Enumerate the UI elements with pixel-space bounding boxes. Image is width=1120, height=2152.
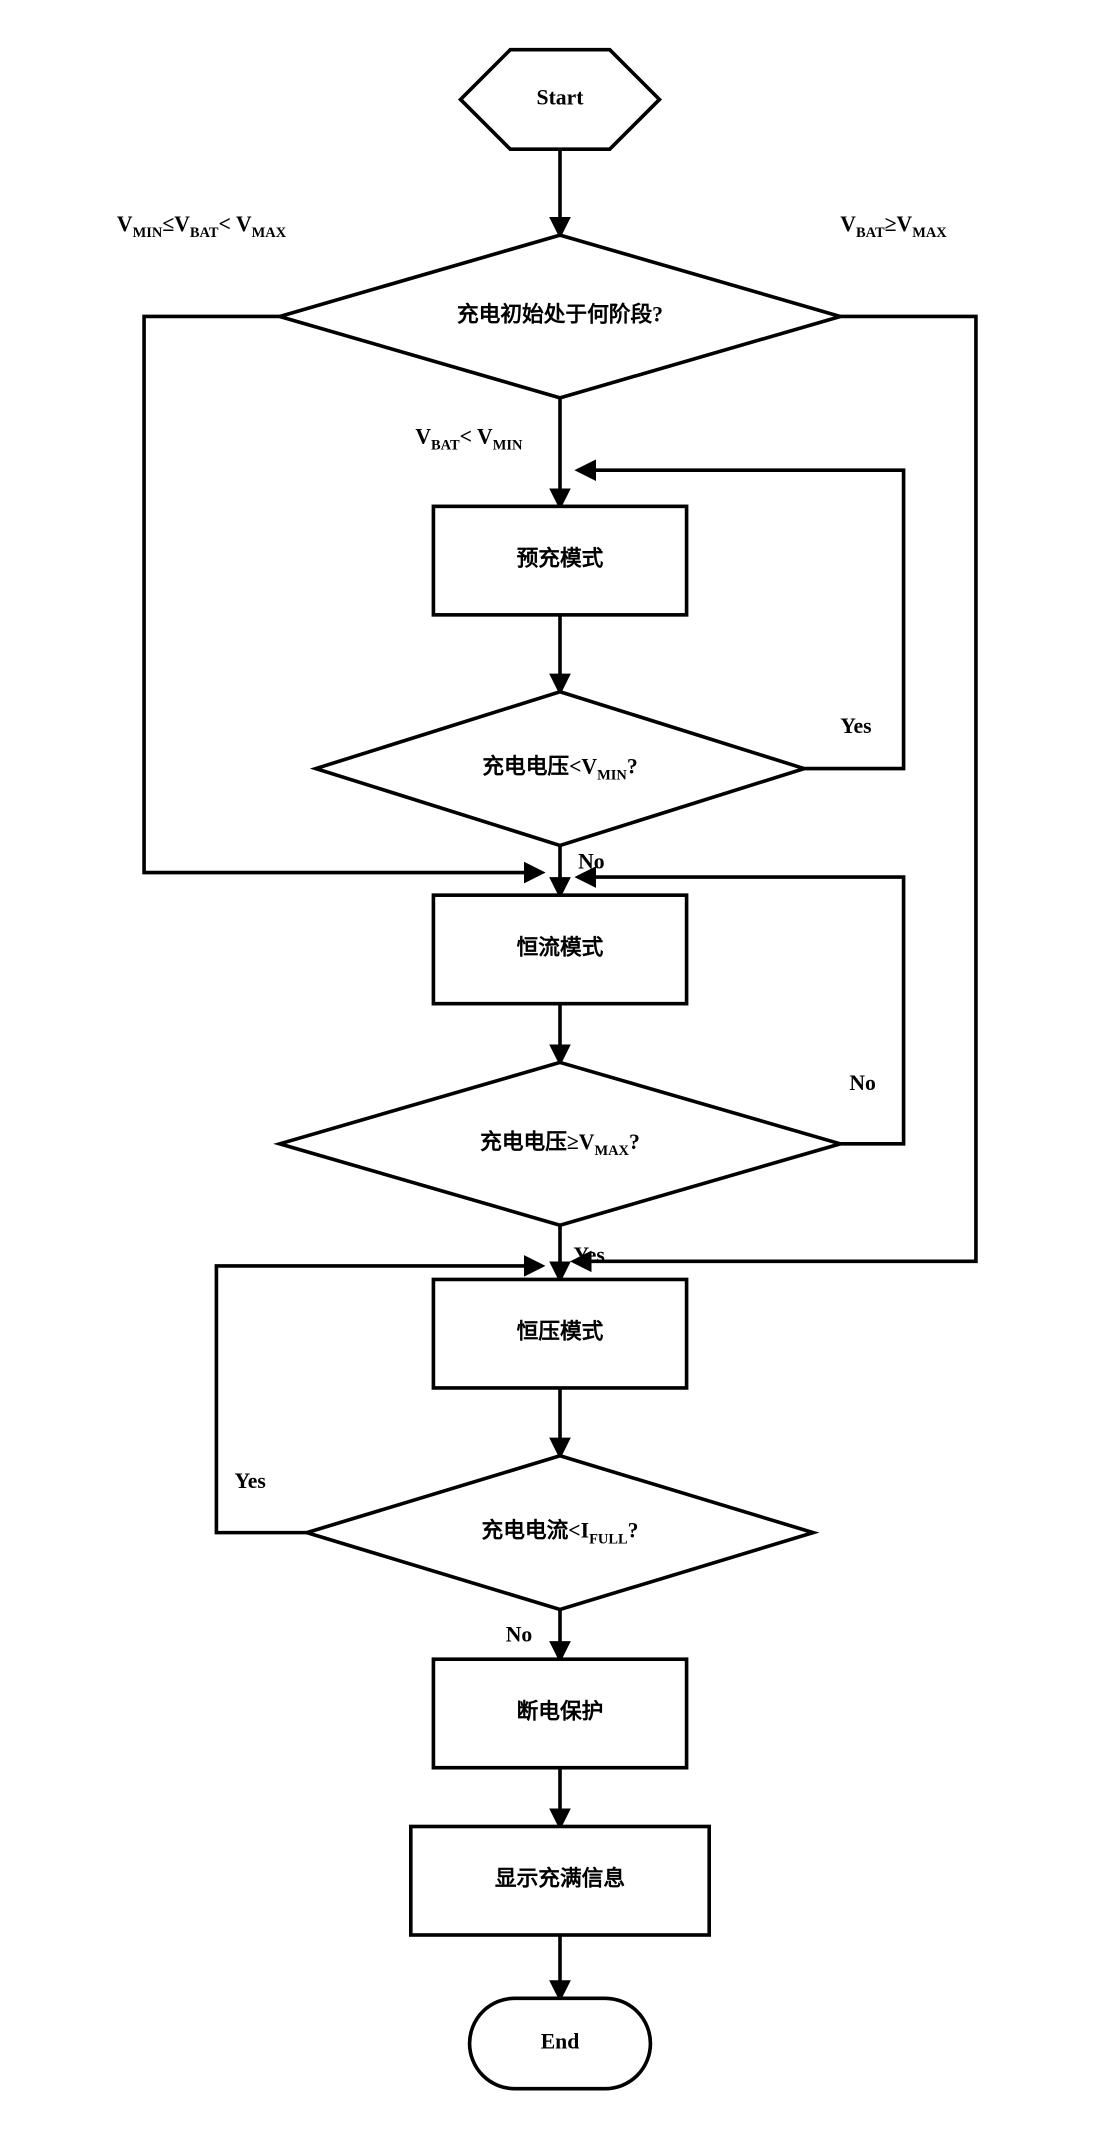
edge-label: VBAT≥VMAX — [840, 212, 947, 241]
node-label: 断电保护 — [517, 1698, 604, 1723]
node-p_disp: 显示充满信息 — [411, 1826, 709, 1935]
node-label: 充电初始处于何阶段? — [457, 301, 663, 326]
node-label: Start — [537, 85, 585, 109]
edge-label: VBAT< VMIN — [415, 425, 523, 454]
edge-label: Yes — [234, 1469, 265, 1493]
node-label: 预充模式 — [517, 546, 604, 571]
edge-label: No — [506, 1623, 533, 1647]
node-start: Start — [461, 50, 660, 149]
node-p_cc: 恒流模式 — [433, 895, 686, 1004]
node-label: 显示充满信息 — [495, 1866, 625, 1891]
edge-label: No — [849, 1071, 876, 1095]
edge-label: Yes — [574, 1243, 605, 1267]
node-d_init: 充电初始处于何阶段? — [280, 235, 841, 398]
node-p_cv: 恒压模式 — [433, 1279, 686, 1388]
edge-label: No — [578, 849, 605, 873]
node-p_prot: 断电保护 — [433, 1659, 686, 1768]
node-label: 恒压模式 — [517, 1319, 604, 1344]
edge-label: VMIN≤VBAT< VMAX — [117, 212, 287, 241]
edge-label: Yes — [840, 714, 871, 738]
node-p_pre: 预充模式 — [433, 506, 686, 615]
node-d_vmin: 充电电压<VMIN? — [316, 692, 804, 846]
node-label: 恒流模式 — [517, 934, 604, 959]
node-end: End — [470, 1998, 651, 2088]
node-d_ifull: 充电电流<IFULL? — [307, 1456, 813, 1610]
node-label: End — [541, 2029, 580, 2053]
node-d_vmax: 充电电压≥VMAX? — [280, 1062, 841, 1225]
